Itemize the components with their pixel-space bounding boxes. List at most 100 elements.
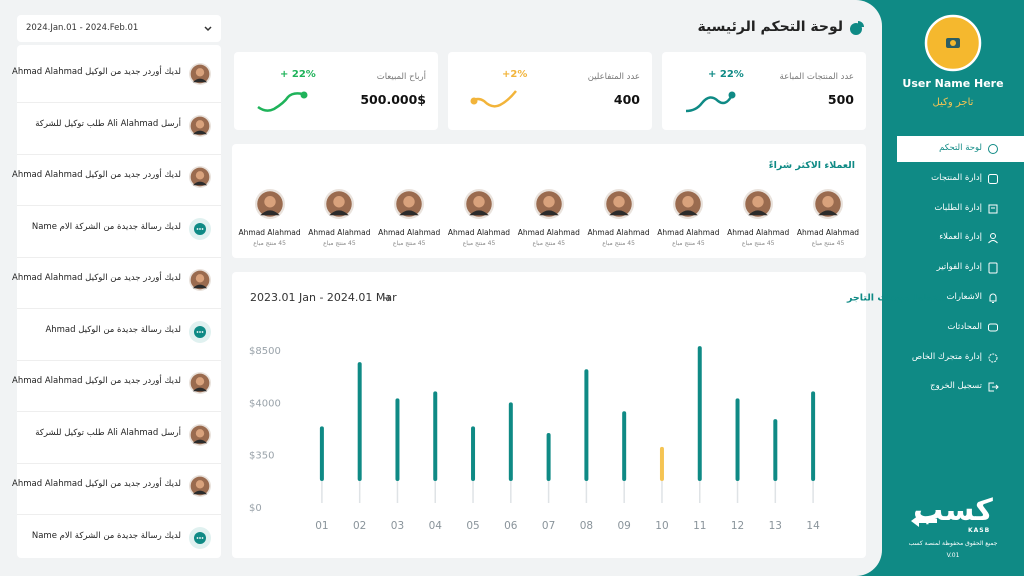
notifications-panel: لديك أوردر جديد من الوكيل Ahmad Alahmad أ… [12,45,221,558]
chevron [204,26,212,32]
customer-name: Ahmad Alahmad [378,228,441,237]
customer-avatar [464,189,494,219]
top-customers-panel: العملاء الاكثر شراءً Ahmad Alahmad 45 منت… [232,144,866,258]
logo-sub: KASB [968,527,991,534]
customer-name: Ahmad Alahmad [308,228,371,237]
menu-icon [988,353,998,363]
menu-item[interactable]: تسجيل الخروج [930,381,982,392]
menu-item[interactable]: لوحة التحكم [939,143,982,153]
divider [17,411,221,412]
stat-change: + 22% [708,69,744,80]
menu-item[interactable]: إدارة الفواتير [936,262,982,273]
customer-avatar [533,189,564,219]
notification-text[interactable]: لديك رسالة جديدة من الوكيل Ahmad [45,324,181,335]
stat-label: عدد المنتجات المباعة [779,72,854,82]
divider [17,102,221,103]
customer-detail: 45 منتج مباع [741,240,775,247]
customer-name: Ahmad Alahmad [727,228,790,237]
date-selector[interactable]: 2024.Jan.01 - 2024.Feb.01 [17,15,221,42]
notification-text[interactable]: أرسل Ali Alahmad طلب توكيل للشركة [35,427,181,438]
customer-avatar [673,189,704,219]
sparkline [470,90,517,108]
stat-value: 500 [827,92,854,107]
stat-value: 400 [613,92,640,107]
user-role: تاجر وكيل [932,97,974,108]
notification-text[interactable]: لديك أوردر جديد من الوكيل Ahmad Alahmad [12,376,181,386]
user-avatar [924,14,982,72]
notification-text[interactable]: أرسل Ali Alahmad طلب توكيل للشركة [35,118,181,129]
notification-text[interactable]: لديك أوردر جديد من الوكيل Ahmad Alahmad [12,273,181,283]
divider [17,308,221,309]
stat-change: + 22% [280,69,316,80]
customer-name: Ahmad Alahmad [447,228,511,237]
menu-item[interactable]: إدارة المنتجات [931,172,982,183]
date-range: 2024.Jan.01 - 2024.Feb.01 [26,23,139,33]
stat-label: عدد المتفاعلين [587,72,640,82]
active-menu-bg [897,136,1024,162]
customer-detail: 45 منتج مباع [532,240,566,247]
menu-icon [988,382,999,392]
menu-item[interactable]: الاشعارات [946,292,983,302]
customer-detail: 45 منتج مباع [462,240,496,247]
customer-detail: 45 منتج مباع [253,240,286,247]
stat-card: عدد المنتجات المباعة 500 + 22% [662,52,866,130]
notification-text[interactable]: لديك رسالة جديدة من الشركة الام Name [31,530,181,541]
customer-name: Ahmad Alahmad [796,228,860,237]
customer-detail: 45 منتج مباع [811,240,845,247]
menu-icon [988,173,998,184]
notification-text[interactable]: لديك أوردر جديد من الوكيل Ahmad Alahmad [12,170,181,180]
menu-icon [989,293,997,303]
menu-icon [988,233,998,244]
divider [17,153,221,155]
logo: كسب [913,493,993,528]
customer-name: Ahmad Alahmad [517,228,580,237]
notification-text[interactable]: لديك رسالة جديدة من الشركة الام Name [31,221,181,232]
divider [17,359,221,361]
customer-avatar [813,189,843,219]
customer-avatar [324,189,355,219]
menu-item[interactable]: إدارة العملاء [939,232,982,243]
customer-name: Ahmad Alahmad [657,228,720,237]
menu-icon [988,144,998,154]
notification-avatar [189,475,211,497]
customer-detail: 45 منتج مباع [392,240,426,247]
divider [17,462,221,464]
customer-name: Ahmad Alahmad [587,228,650,237]
customer-avatar [603,189,634,219]
menu-icon [988,262,998,274]
menu-icon [988,323,998,332]
divider [17,514,221,515]
customer-name: Ahmad Alahmad [238,228,301,237]
notification-text[interactable]: لديك أوردر جديد من الوكيل Ahmad Alahmad [12,67,181,77]
sparkline [685,91,736,113]
notification-avatar [189,63,211,85]
divider [17,256,221,258]
title-icon [850,21,864,35]
stat-label: أرباح المبيعات [376,72,426,82]
menu-item[interactable]: إدارة الطلبات [934,202,982,213]
menu-item[interactable]: المحادثات [947,321,982,332]
user-name: User Name Here [902,77,1004,90]
page-title: لوحة التحكم الرئيسية [697,19,843,35]
copyright: جميع الحقوق محفوظة لمنصة كسب [908,540,998,547]
message-icon [189,320,211,343]
customer-detail: 45 منتج مباع [323,240,356,247]
notification-avatar [189,114,211,137]
sparkline [257,91,308,112]
stat-card: عدد المتفاعلين 400 +2% [448,52,652,130]
logo-arrow [911,515,937,527]
menu-item[interactable]: إدارة متجرك الخاص [911,351,982,362]
message-icon [189,526,211,549]
customer-avatar [254,189,285,219]
customer-avatar [743,189,774,219]
notification-avatar [189,372,211,394]
menu-icon [988,204,998,214]
notification-text[interactable]: لديك أوردر جديد من الوكيل Ahmad Alahmad [12,479,181,489]
customer-avatar [394,189,425,219]
version: V.01 [946,552,960,559]
notification-avatar [189,423,211,446]
stat-card: أرباح المبيعات 500.000$ + 22% [234,52,438,130]
notification-avatar [189,166,211,188]
